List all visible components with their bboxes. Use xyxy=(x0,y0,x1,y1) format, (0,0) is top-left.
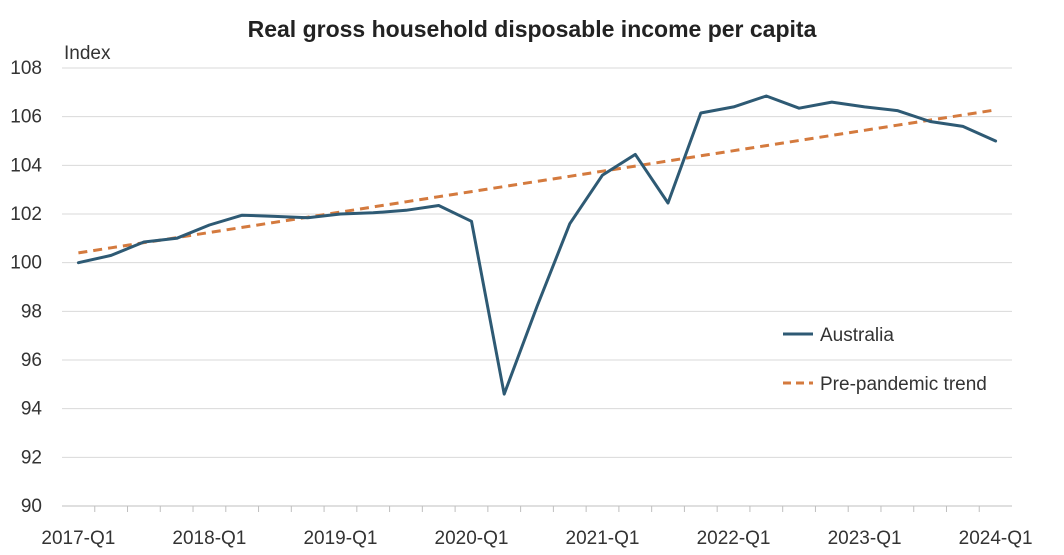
y-tick-label: 98 xyxy=(21,301,42,322)
gridlines xyxy=(62,67,1012,507)
y-tick-label: 100 xyxy=(10,253,42,274)
x-tick-label: 2022-Q1 xyxy=(697,528,771,549)
y-axis-ticks: 90 92 94 96 98 100 102 104 106 108 xyxy=(10,58,42,517)
y-axis-label: Index xyxy=(64,43,111,64)
y-tick-label: 104 xyxy=(10,155,42,176)
series-layer xyxy=(76,94,998,396)
chart-title: Real gross household disposable income p… xyxy=(248,16,817,42)
x-tick-label: 2017-Q1 xyxy=(41,528,115,549)
x-tick-label: 2020-Q1 xyxy=(435,528,509,549)
x-tick-label: 2023-Q1 xyxy=(828,528,902,549)
x-tick-label: 2019-Q1 xyxy=(303,528,377,549)
y-tick-label: 106 xyxy=(10,107,42,128)
y-tick-label: 102 xyxy=(10,204,42,225)
y-tick-label: 108 xyxy=(10,58,42,79)
x-tick-label: 2024-Q1 xyxy=(959,528,1033,549)
x-axis-ticks: 2017-Q1 2018-Q1 2019-Q1 2020-Q1 2021-Q1 2022-… xyxy=(41,506,1033,549)
series-line-australia xyxy=(76,94,998,396)
x-tick-label: 2018-Q1 xyxy=(172,528,246,549)
legend: Australia Pre-pandemic trend xyxy=(783,325,987,395)
y-tick-label: 94 xyxy=(21,399,43,420)
y-tick-label: 90 xyxy=(21,496,42,517)
y-tick-label: 96 xyxy=(21,350,42,371)
legend-label: Pre-pandemic trend xyxy=(820,374,987,395)
x-tick-label: 2021-Q1 xyxy=(566,528,640,549)
series-line-pre-pandemic-trend xyxy=(78,108,996,255)
legend-label: Australia xyxy=(820,325,894,346)
y-tick-label: 92 xyxy=(21,447,42,468)
